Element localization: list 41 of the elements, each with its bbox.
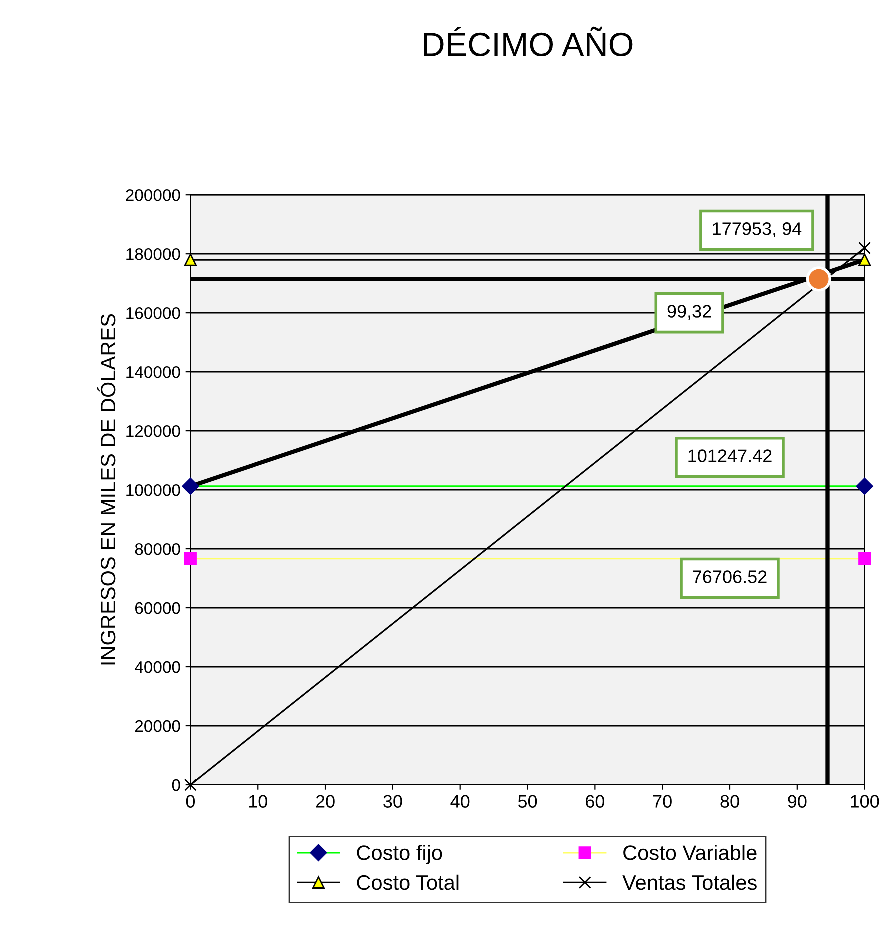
- point: [856, 478, 874, 496]
- point: [806, 266, 832, 292]
- legend-label: Costo Total: [357, 874, 459, 890]
- point: [184, 552, 197, 566]
- y-tick-label: 60000: [135, 602, 180, 614]
- y-tick-label: 100000: [126, 484, 180, 496]
- y-tick-label: 20000: [135, 720, 180, 732]
- y-tick-label: 160000: [126, 307, 180, 320]
- legend-label: Costo fijo: [357, 845, 442, 864]
- x-tick-label: 90: [788, 795, 807, 808]
- annotation: 99,32: [668, 305, 712, 320]
- y-tick-label: 120000: [126, 425, 180, 438]
- point: [182, 478, 200, 496]
- point: [184, 778, 197, 792]
- y-tick-label: 80000: [135, 543, 180, 556]
- point: [858, 552, 872, 566]
- y-tick-label: 180000: [126, 248, 180, 260]
- x-tick-label: 100: [851, 795, 880, 808]
- x-tick-label: 10: [249, 795, 268, 808]
- point: [184, 254, 197, 266]
- y-tick-label: 0: [172, 779, 180, 792]
- x-tick-label: 60: [586, 795, 605, 808]
- x-tick-label: 50: [518, 795, 538, 808]
- x-tick-label: 40: [450, 795, 470, 808]
- point: [858, 242, 872, 254]
- y-axis-title: INGRESOS EN MILES DE DÓLARES: [97, 314, 116, 665]
- y-tick-label: 200000: [126, 189, 180, 202]
- y-tick-label: 140000: [126, 366, 180, 378]
- point: [858, 254, 872, 266]
- y-tick-label: 40000: [135, 661, 180, 674]
- x-tick-label: 70: [653, 795, 672, 808]
- x-tick-label: 30: [384, 795, 402, 808]
- x-tick-label: 0: [186, 795, 196, 808]
- legend-label: Costo Variable: [624, 845, 757, 860]
- annotation: 76706.52: [693, 570, 767, 584]
- annotation: 101247.42: [688, 450, 772, 462]
- annotation: 177953, 94: [713, 222, 802, 238]
- x-tick-label: 20: [316, 795, 335, 808]
- legend-label: Ventas Totales: [622, 874, 757, 890]
- chart-title: DÉCIMO AÑO: [424, 26, 633, 57]
- x-tick-label: 80: [720, 795, 740, 808]
